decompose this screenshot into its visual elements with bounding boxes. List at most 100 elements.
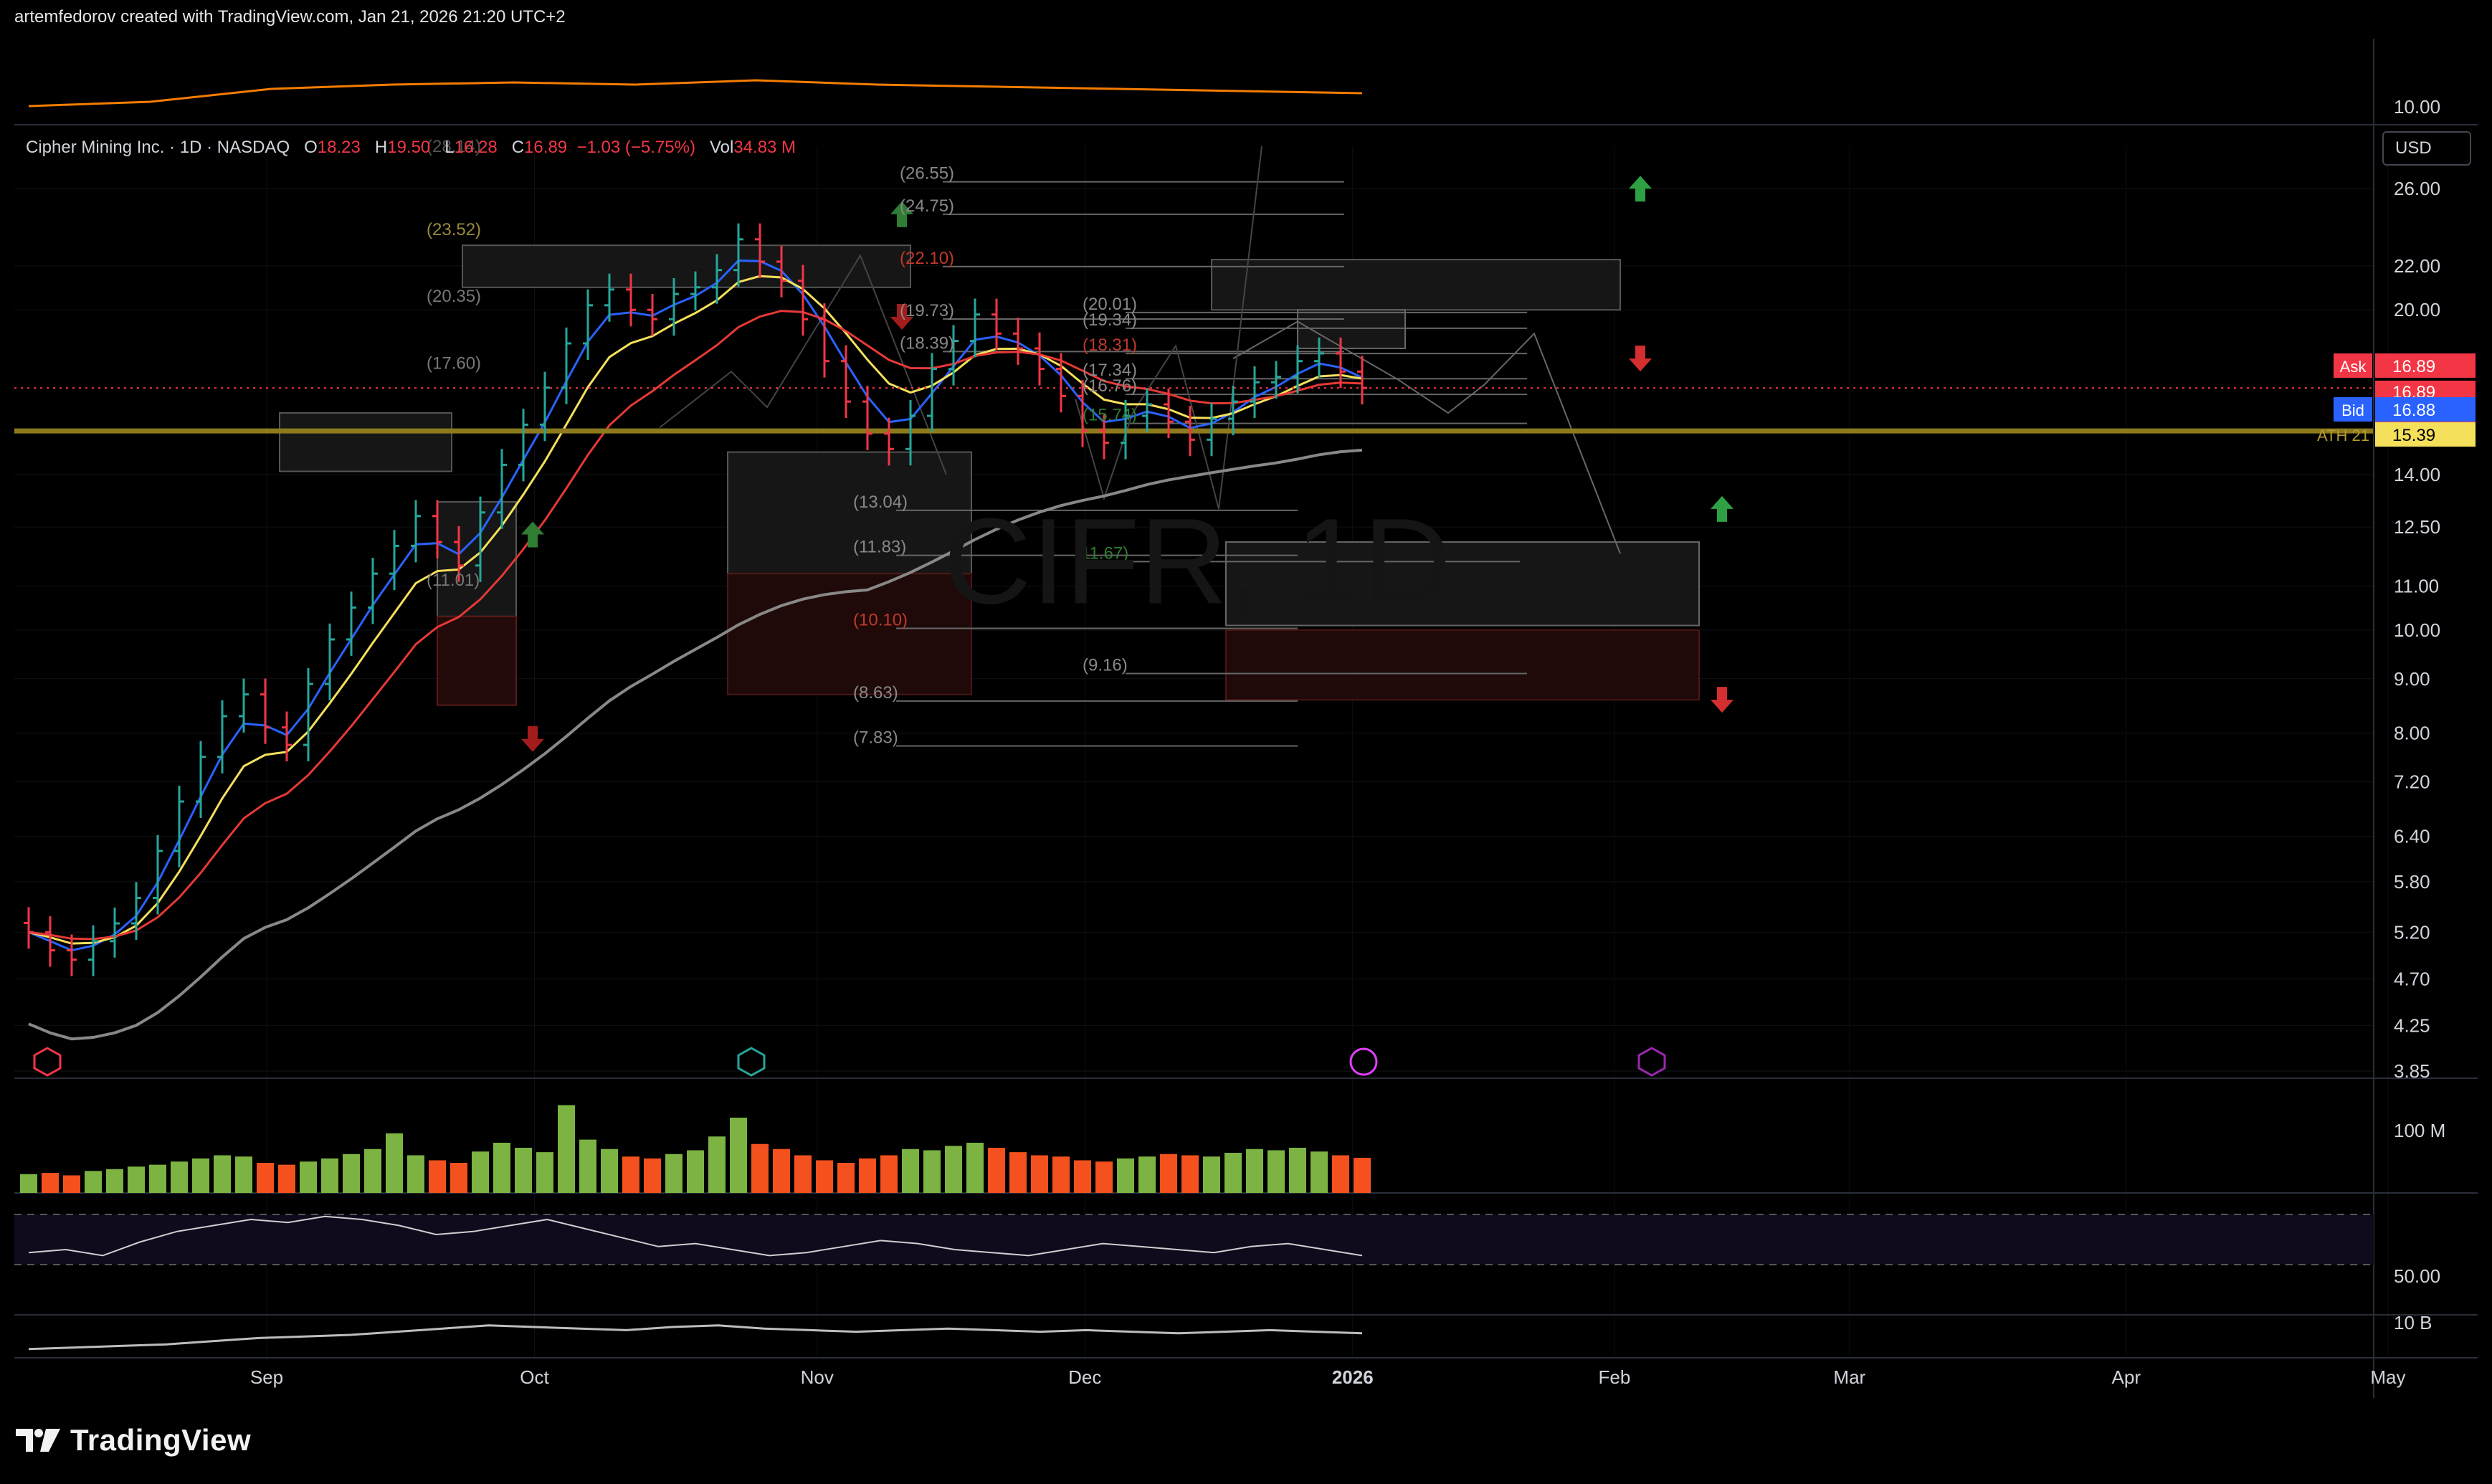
bottom-tick-label: 10 B — [2394, 1312, 2432, 1333]
symbol-watermark: CIFR, 1D — [943, 493, 1451, 629]
volume-bar — [1031, 1155, 1048, 1193]
low-value: 16.28 — [454, 138, 498, 157]
volume-bar — [149, 1164, 166, 1193]
ath-value: 15.39 — [2392, 426, 2435, 445]
low-label: L — [444, 138, 455, 157]
volume-bar — [773, 1148, 790, 1193]
down-arrow-icon — [1711, 687, 1734, 713]
footer-brand[interactable]: TradingView — [16, 1423, 251, 1457]
price-tick-label: 26.00 — [2394, 178, 2440, 199]
fib-level-label: (11.67) — [1075, 543, 1128, 563]
zone-box — [1225, 629, 1700, 701]
ask-badge-value: 16.89 — [2392, 357, 2435, 376]
volume-bar — [837, 1163, 855, 1193]
volume-bar — [1246, 1148, 1263, 1193]
volume-bar — [1354, 1158, 1371, 1193]
fib-level-label: (17.34) — [1083, 361, 1137, 380]
price-tick-label: 12.50 — [2394, 516, 2440, 538]
ask-badge-label: Ask — [2340, 358, 2367, 376]
fib-level-label: (20.35) — [427, 287, 481, 306]
chart-svg[interactable]: 26.00 22.00 20.00 14.00 12.50 11.00 10.00 9.00 8… — [14, 39, 2478, 1398]
volume-bar — [364, 1148, 381, 1193]
bid-badge-label: Bid — [2341, 401, 2364, 419]
volume-bar — [1224, 1153, 1242, 1193]
fib-level-label: (22.10) — [900, 249, 954, 268]
volume-bar — [450, 1163, 467, 1193]
volume-bar — [278, 1164, 295, 1193]
time-tick-label: Mar — [1833, 1366, 1865, 1388]
time-tick-label: May — [2370, 1366, 2405, 1388]
currency-button[interactable]: USD — [2382, 131, 2471, 166]
fib-level-label: (7.83) — [853, 728, 898, 748]
ema-mid-line — [28, 275, 1363, 945]
volume-bar — [343, 1154, 360, 1193]
price-tick-label: 5.20 — [2394, 921, 2430, 943]
volume-bar — [1009, 1152, 1027, 1193]
volume-bar — [192, 1158, 209, 1193]
zone-box — [462, 244, 911, 288]
fib-level-label: (17.60) — [427, 354, 481, 374]
volume-bar — [42, 1173, 59, 1193]
volume-bar — [85, 1171, 102, 1193]
oscillator-band — [14, 1214, 2374, 1265]
price-tick-label: 5.80 — [2394, 871, 2430, 893]
time-tick-label: Dec — [1068, 1366, 1101, 1388]
price-tick-label: 8.00 — [2394, 723, 2430, 744]
close-label: C — [511, 138, 525, 157]
fib-level-label: (26.55) — [900, 164, 954, 184]
volume-bar — [665, 1154, 683, 1193]
volume-bar — [687, 1150, 704, 1193]
attribution-text: artemfedorov created with TradingView.co… — [14, 7, 566, 27]
volume-bar — [235, 1156, 252, 1193]
bottom-indicator-line — [28, 1324, 1363, 1351]
fib-level-label: (8.63) — [853, 683, 898, 703]
volume-bar — [515, 1148, 532, 1193]
volume-bar — [708, 1136, 726, 1193]
time-tick-label: Sep — [250, 1366, 283, 1388]
open-value: 18.23 — [317, 138, 361, 157]
up-arrow-icon — [890, 201, 913, 227]
fib-level-label: (24.75) — [900, 196, 954, 216]
ask-badge-box — [2375, 353, 2476, 378]
volume-bar — [558, 1105, 575, 1193]
volume-bar — [1311, 1151, 1328, 1193]
volume-bar — [214, 1155, 231, 1193]
fib-level-label: (28.14) — [427, 137, 481, 156]
open-label: O — [304, 138, 318, 157]
volume-bar — [622, 1156, 639, 1193]
tradingview-logo-icon — [16, 1427, 60, 1453]
price-tick-label: 20.00 — [2394, 299, 2440, 320]
chart-frame[interactable]: 26.00 22.00 20.00 14.00 12.50 11.00 10.00 9.00 8… — [14, 39, 2478, 1398]
volume-bar — [407, 1155, 424, 1193]
fib-level-label: (20.01) — [1083, 295, 1137, 314]
fib-level-label: (18.39) — [900, 333, 954, 353]
volume-bar — [63, 1175, 80, 1193]
volume-bar — [1095, 1161, 1113, 1193]
top-tick-label: 10.00 — [2394, 96, 2440, 118]
fib-level-label: (19.34) — [1083, 310, 1137, 330]
volume-bar — [794, 1155, 812, 1193]
time-tick-label: Apr — [2112, 1366, 2141, 1388]
volume-bar — [493, 1143, 510, 1193]
volume-bar — [1117, 1158, 1134, 1193]
volume-bar — [1181, 1155, 1199, 1193]
bid-badge-value: 16.88 — [2392, 401, 2435, 420]
fib-level-label: (19.73) — [900, 301, 954, 320]
zone-box — [727, 451, 972, 575]
zone-box — [1211, 259, 1621, 311]
volume-bar — [988, 1148, 1005, 1193]
volume-bar — [1052, 1156, 1070, 1193]
high-value: 19.50 — [387, 138, 431, 157]
volume-bar — [386, 1133, 403, 1193]
zone-box — [437, 615, 517, 706]
volume-bar — [644, 1158, 661, 1193]
bid-badge-box — [2375, 397, 2476, 422]
up-arrow-icon — [1629, 176, 1652, 202]
time-tick-label: Feb — [1599, 1366, 1631, 1388]
fib-level-label: (10.10) — [853, 610, 908, 629]
volume-bar — [106, 1169, 123, 1193]
ema-slow-line — [28, 310, 1363, 941]
volume-bar — [1332, 1155, 1349, 1193]
down-arrow-icon — [521, 726, 544, 752]
earnings-icon — [1637, 1047, 1666, 1077]
